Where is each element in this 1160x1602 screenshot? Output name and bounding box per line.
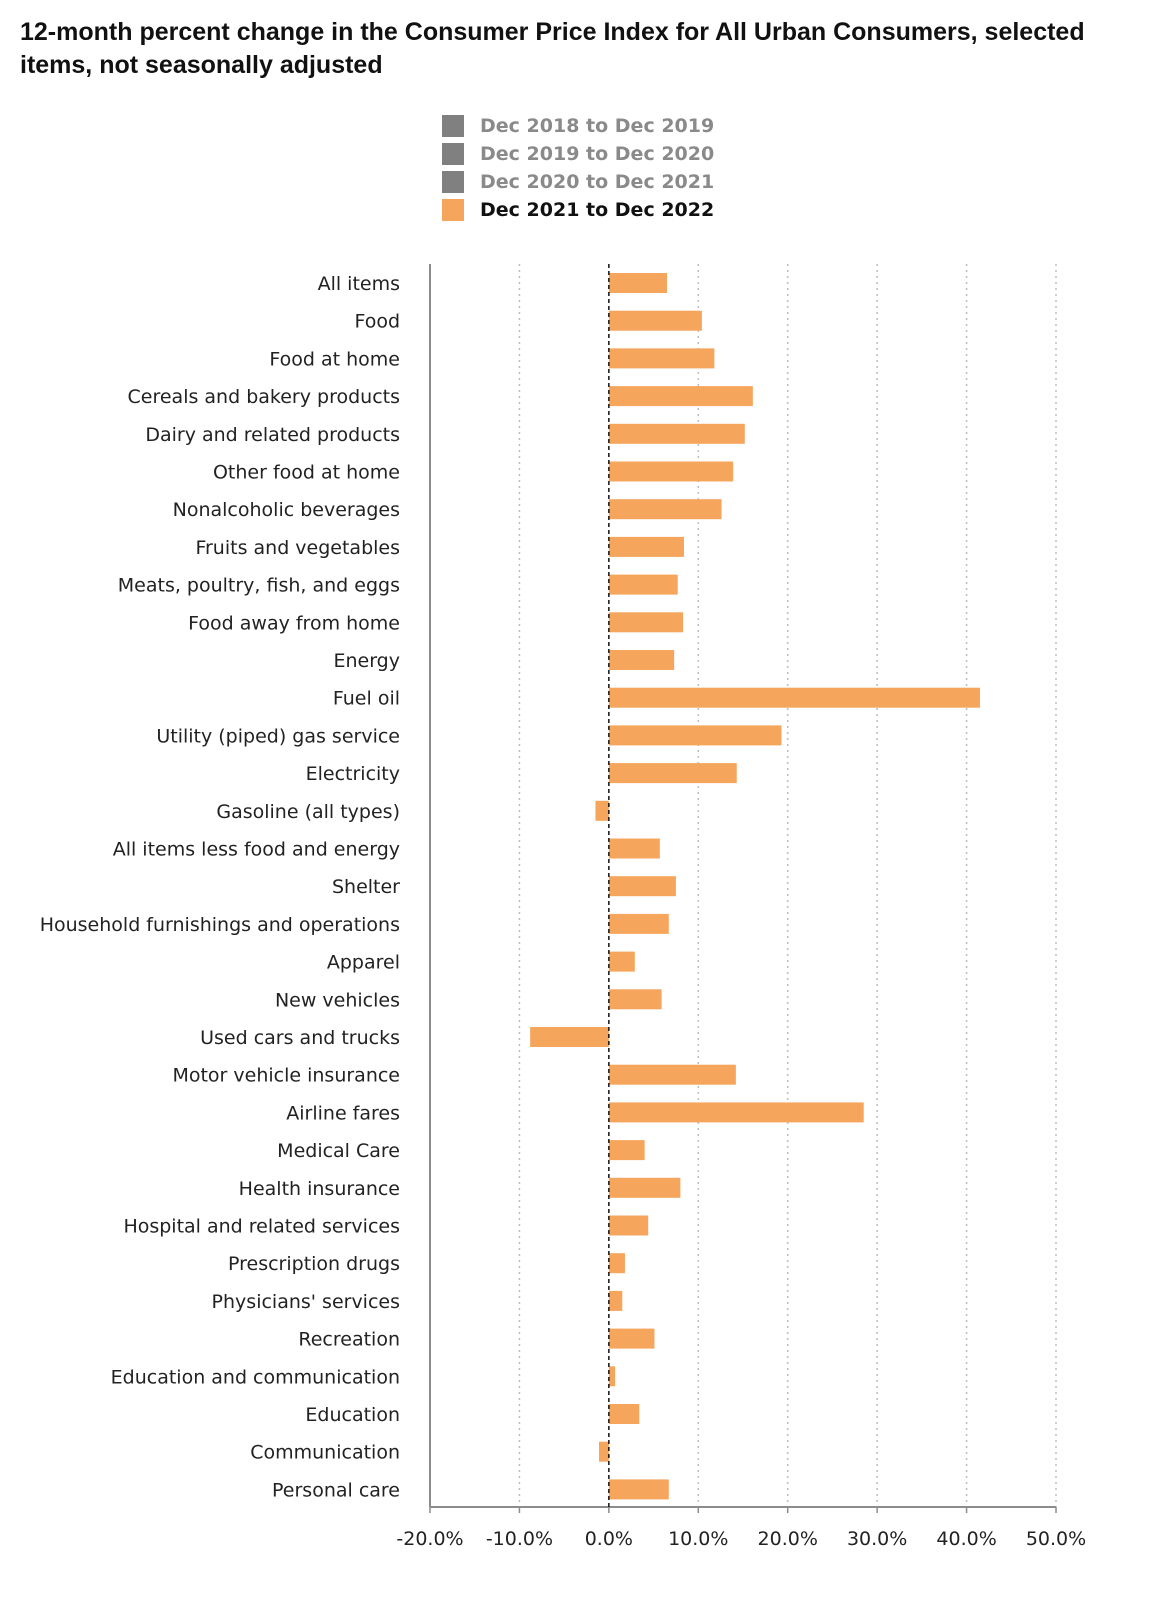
- category-label-20: Used cars and trucks: [200, 1027, 400, 1049]
- x-tick-label-1: -10.0%: [486, 1528, 553, 1550]
- bar-25[interactable]: [608, 1215, 649, 1236]
- category-label-2: Food at home: [269, 348, 400, 370]
- bar-8[interactable]: [608, 574, 678, 595]
- bar-19[interactable]: [608, 989, 662, 1010]
- category-label-17: Household furnishings and operations: [40, 914, 400, 936]
- bar-9[interactable]: [608, 612, 684, 633]
- bar-26[interactable]: [608, 1253, 625, 1274]
- bar-2[interactable]: [608, 348, 715, 369]
- category-labels: All items Food Food at home Cereals and bak…: [40, 273, 400, 1501]
- category-label-30: Education: [305, 1404, 400, 1426]
- category-label-27: Physicians' services: [212, 1291, 400, 1313]
- bar-1[interactable]: [608, 310, 702, 331]
- category-label-11: Fuel oil: [333, 688, 400, 710]
- bar-7[interactable]: [608, 536, 684, 557]
- category-label-14: Gasoline (all types): [216, 801, 400, 823]
- category-label-7: Fruits and vegetables: [195, 537, 400, 559]
- category-label-8: Meats, poultry, fish, and eggs: [118, 575, 400, 597]
- bar-30[interactable]: [608, 1404, 640, 1424]
- x-tick-labels: -20.0% -10.0% 0.0% 10.0% 20.0% 30.0% 40.0% 50.0…: [396, 1528, 1086, 1550]
- bar-4[interactable]: [608, 423, 745, 444]
- legend-label-2020: Dec 2019 to Dec 2020: [480, 143, 715, 165]
- legend-swatch-2021: [442, 171, 464, 193]
- bar-18[interactable]: [608, 951, 635, 972]
- category-label-10: Energy: [333, 650, 400, 672]
- chart-title: 12-month percent change in the Consumer …: [20, 18, 1085, 79]
- x-tick-label-5: 30.0%: [847, 1528, 907, 1550]
- category-label-18: Apparel: [327, 952, 400, 974]
- bar-15[interactable]: [608, 838, 660, 859]
- category-label-16: Shelter: [332, 876, 400, 898]
- bar-16[interactable]: [608, 876, 676, 897]
- legend-item-2022[interactable]: Dec 2021 to Dec 2022: [442, 196, 714, 224]
- bar-6[interactable]: [608, 499, 722, 520]
- bar-14[interactable]: [595, 800, 609, 821]
- x-tick-label-6: 40.0%: [936, 1528, 996, 1550]
- bar-0[interactable]: [608, 273, 667, 293]
- bar-27[interactable]: [608, 1290, 623, 1311]
- legend-label-2021: Dec 2020 to Dec 2021: [480, 171, 715, 193]
- grid-lines: [518, 264, 1057, 1507]
- axes: [429, 264, 1057, 1513]
- category-label-32: Personal care: [272, 1479, 400, 1501]
- x-tick-label-7: 50.0%: [1026, 1528, 1086, 1550]
- bar-5[interactable]: [608, 461, 734, 482]
- bar-24[interactable]: [608, 1177, 681, 1198]
- bar-17[interactable]: [608, 913, 669, 934]
- legend-swatch-2022: [442, 199, 464, 221]
- bar-32[interactable]: [608, 1479, 669, 1500]
- x-tick-label-0: -20.0%: [396, 1528, 463, 1550]
- category-label-6: Nonalcoholic beverages: [173, 499, 400, 521]
- category-label-12: Utility (piped) gas service: [156, 725, 400, 747]
- category-label-1: Food: [354, 311, 400, 333]
- category-label-0: All items: [318, 273, 400, 295]
- legend-swatch-2019: [442, 115, 464, 137]
- x-tick-label-4: 20.0%: [758, 1528, 818, 1550]
- bar-31[interactable]: [599, 1441, 609, 1462]
- category-label-19: New vehicles: [275, 989, 400, 1011]
- x-tick-label-2: 0.0%: [585, 1528, 633, 1550]
- category-label-22: Airline fares: [286, 1102, 400, 1124]
- legend-swatch-2020: [442, 143, 464, 165]
- bar-21[interactable]: [608, 1064, 736, 1085]
- category-label-3: Cereals and bakery products: [128, 386, 400, 408]
- category-label-15: All items less food and energy: [113, 839, 400, 861]
- category-label-31: Communication: [250, 1442, 400, 1464]
- category-label-29: Education and communication: [111, 1366, 400, 1388]
- category-label-13: Electricity: [306, 763, 400, 785]
- category-label-21: Motor vehicle insurance: [172, 1065, 400, 1087]
- legend-item-2021[interactable]: Dec 2020 to Dec 2021: [442, 168, 714, 196]
- category-label-24: Health insurance: [239, 1178, 400, 1200]
- bar-12[interactable]: [608, 725, 782, 746]
- x-tick-label-3: 10.0%: [668, 1528, 728, 1550]
- bar-3[interactable]: [608, 386, 753, 407]
- category-label-5: Other food at home: [213, 462, 400, 484]
- bars: [530, 273, 980, 1500]
- category-label-4: Dairy and related products: [145, 424, 400, 446]
- category-label-23: Medical Care: [277, 1140, 400, 1162]
- legend-item-2019[interactable]: Dec 2018 to Dec 2019: [442, 112, 714, 140]
- legend: Dec 2018 to Dec 2019 Dec 2019 to Dec 202…: [442, 112, 714, 224]
- bar-11[interactable]: [608, 687, 980, 708]
- category-label-28: Recreation: [298, 1329, 400, 1351]
- bar-20[interactable]: [530, 1027, 609, 1047]
- bar-22[interactable]: [608, 1102, 864, 1123]
- bar-23[interactable]: [608, 1140, 645, 1161]
- bar-28[interactable]: [608, 1328, 655, 1349]
- bar-10[interactable]: [608, 650, 675, 670]
- category-label-9: Food away from home: [188, 612, 400, 634]
- category-label-26: Prescription drugs: [228, 1253, 400, 1275]
- legend-label-2019: Dec 2018 to Dec 2019: [480, 115, 715, 137]
- bar-13[interactable]: [608, 763, 737, 784]
- legend-item-2020[interactable]: Dec 2019 to Dec 2020: [442, 140, 714, 168]
- category-label-25: Hospital and related services: [123, 1216, 400, 1238]
- legend-label-2022: Dec 2021 to Dec 2022: [480, 199, 715, 221]
- bar-29[interactable]: [608, 1366, 616, 1387]
